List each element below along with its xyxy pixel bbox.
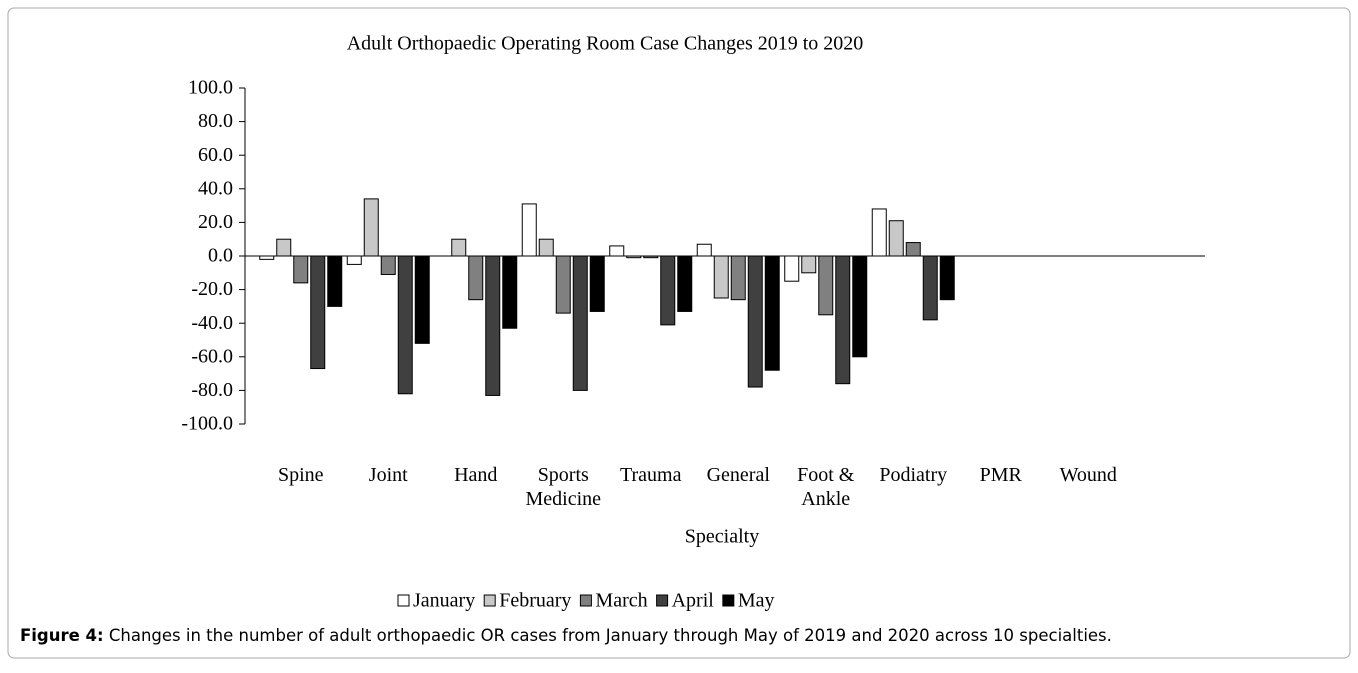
bar	[363, 198, 379, 257]
bar	[259, 255, 275, 260]
bar	[293, 255, 309, 284]
x-tick-label: General	[706, 464, 770, 486]
y-tick-label: 0.0	[208, 245, 233, 267]
bar	[538, 238, 554, 257]
bar	[485, 255, 501, 396]
bar	[572, 255, 588, 391]
x-tick-label: Trauma	[620, 464, 682, 486]
x-tick-label: Joint	[368, 464, 408, 486]
bar	[276, 238, 292, 257]
y-tick-label: 40.0	[198, 177, 233, 199]
caption-label: Figure 4:	[20, 626, 104, 645]
bar	[888, 220, 904, 257]
x-tick-label: Wound	[1059, 464, 1117, 486]
bar	[397, 255, 413, 395]
bar	[747, 255, 763, 388]
caption: Figure 4: Changes in the number of adult…	[20, 626, 1112, 645]
x-axis-label: Specialty	[685, 526, 759, 548]
bar	[905, 242, 921, 257]
bar	[310, 255, 326, 370]
y-tick-label: -80.0	[191, 379, 233, 401]
bar	[502, 255, 518, 329]
bar	[589, 255, 605, 312]
x-tick-label: Foot & Ankle	[797, 464, 855, 510]
y-tick-label: 60.0	[198, 144, 233, 166]
y-tick-label: 20.0	[198, 211, 233, 233]
x-tick-label: Podiatry	[879, 464, 948, 486]
bar	[696, 243, 712, 257]
legend-swatch	[656, 594, 669, 607]
bar	[801, 255, 817, 274]
chart-title: Adult Orthopaedic Operating Room Case Ch…	[347, 33, 864, 55]
legend-label: May	[738, 590, 775, 612]
bar	[784, 255, 800, 282]
legend-label: March	[595, 590, 647, 612]
x-tick-label: Sports Medicine	[525, 464, 602, 510]
bar	[939, 255, 955, 301]
bar	[730, 255, 746, 301]
caption-text: Changes in the number of adult orthopaed…	[103, 626, 1112, 645]
bar	[852, 255, 868, 358]
bar	[327, 255, 343, 307]
bar	[871, 208, 887, 257]
bar	[451, 238, 467, 257]
x-tick-label: Spine	[277, 464, 324, 486]
bar	[555, 255, 571, 314]
legend-swatch	[397, 594, 410, 607]
legend-label: April	[672, 590, 715, 612]
legend-swatch	[722, 594, 735, 607]
x-tick-label: PMR	[979, 464, 1022, 486]
y-tick-label: -20.0	[191, 278, 233, 300]
bar	[346, 255, 362, 265]
bar	[521, 203, 537, 257]
y-tick-label: 100.0	[188, 77, 233, 99]
y-tick-label: -60.0	[191, 345, 233, 367]
x-tick-label: Hand	[454, 464, 498, 486]
bar	[468, 255, 484, 301]
bar	[609, 245, 625, 257]
legend-swatch	[483, 594, 496, 607]
legend-swatch	[579, 594, 592, 607]
figure-border	[7, 7, 1351, 659]
legend-label: February	[499, 590, 571, 612]
bar	[922, 255, 938, 321]
bar	[660, 255, 676, 326]
bar	[414, 255, 430, 344]
bar	[677, 255, 693, 312]
y-tick-label: -40.0	[191, 312, 233, 334]
y-tick-label: 80.0	[198, 110, 233, 132]
bar	[835, 255, 851, 385]
bar	[380, 255, 396, 275]
bar	[764, 255, 780, 371]
bar	[818, 255, 834, 316]
bar	[713, 255, 729, 299]
legend-label: January	[413, 590, 475, 612]
y-tick-label: -100.0	[181, 413, 233, 435]
